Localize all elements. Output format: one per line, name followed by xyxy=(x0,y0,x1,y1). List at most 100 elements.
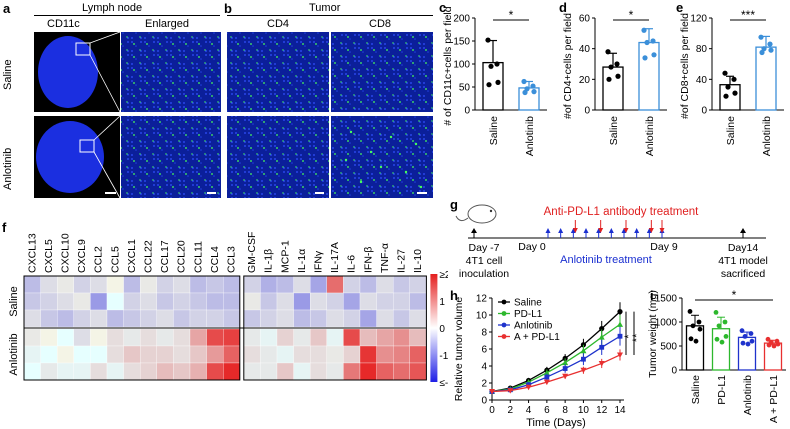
mouse-icon xyxy=(467,204,497,224)
heatmap-cell xyxy=(23,275,41,294)
anlotinib-dose-arrow-head-icon xyxy=(608,228,614,233)
heatmap-cell xyxy=(23,328,41,347)
heatmap-cell xyxy=(276,362,294,381)
legend-marker xyxy=(501,311,507,316)
heatmap-cell xyxy=(73,292,91,311)
tumor-anlotinib-cd4 xyxy=(227,116,329,198)
y-axis-label: # of CD11c+cells per field xyxy=(442,6,454,125)
data-point xyxy=(543,379,550,386)
chart-e: e 0 40 80 120#of CD8+cells per field Saline An… xyxy=(676,0,784,156)
series-line-anlotinib xyxy=(491,335,621,393)
x-axis-label: Time (Days) xyxy=(526,417,585,429)
bar-saline xyxy=(685,325,705,371)
y-tick-label: 0 xyxy=(584,106,590,117)
heatmap-cell xyxy=(173,345,191,364)
data-point xyxy=(693,338,699,344)
data-point xyxy=(644,39,650,46)
heatmap-cell xyxy=(243,275,261,294)
heatmap-cell xyxy=(156,309,174,328)
heatmap-cell xyxy=(223,309,240,328)
data-point xyxy=(765,336,771,342)
x-tick-label: Anlotinib xyxy=(742,375,754,415)
y-tick-label: 2 xyxy=(481,379,487,390)
heatmap-column-label: CCL3 xyxy=(226,246,238,273)
heatmap-cell xyxy=(140,328,157,347)
heatmap-cell xyxy=(106,292,124,311)
data-point xyxy=(580,347,587,354)
heatmap-cell xyxy=(140,292,157,311)
pdl1-dose-arrow-head-icon xyxy=(659,228,665,233)
heatmap-cell xyxy=(409,362,427,381)
x-tick-label: 8 xyxy=(562,405,568,416)
legend-marker xyxy=(501,334,507,339)
heatmap-cell xyxy=(343,328,361,347)
heatmap-cell xyxy=(57,275,74,294)
heatmap-cell xyxy=(123,328,141,347)
data-point xyxy=(723,334,729,339)
heatmap-cell xyxy=(343,275,361,294)
heatmap-cell xyxy=(260,345,278,364)
heatmap-cell xyxy=(123,362,141,381)
colorbar-tick-label: ≤-2 xyxy=(439,378,448,389)
y-axis-label: Relative tumor volume xyxy=(453,297,465,402)
x-tick-label: 14 xyxy=(614,405,626,416)
data-point xyxy=(608,64,614,70)
legend-label: A + PD-L1 xyxy=(514,332,560,343)
data-point xyxy=(766,342,772,348)
heatmap-cell xyxy=(223,292,240,311)
heatmap-cell xyxy=(376,292,394,311)
y-tick-label: 60 xyxy=(579,14,591,25)
heatmap-cell xyxy=(343,362,361,381)
mouse-eye-icon xyxy=(489,209,493,213)
anlotinib-dose-arrow-head-icon xyxy=(634,228,640,233)
data-point xyxy=(642,55,648,61)
anlotinib-dose-arrow-head-icon xyxy=(558,228,564,233)
anlotinib-dose-arrow-head-icon xyxy=(596,228,602,233)
day0-label: Day 0 xyxy=(518,241,546,253)
heatmap-cell xyxy=(393,345,410,364)
row-group-label: Anlotinib xyxy=(8,333,20,375)
heatmap-cell xyxy=(173,292,191,311)
heatmap-column-label: IFNγ xyxy=(313,250,325,273)
x-tick-label: A + PD-L1 xyxy=(768,375,780,423)
data-point xyxy=(713,310,719,315)
panel-letter-c: c xyxy=(439,0,446,15)
heatmap-cell xyxy=(73,275,91,294)
heatmap-cell xyxy=(206,309,224,328)
data-point xyxy=(486,82,492,88)
heatmap-cell xyxy=(106,309,124,328)
heatmap-cell xyxy=(73,309,91,328)
heatmap-cell xyxy=(206,328,224,347)
heatmap-cell xyxy=(376,328,394,347)
heatmap-cell xyxy=(40,309,58,328)
data-point xyxy=(562,366,568,371)
heatmap-cell xyxy=(223,345,240,364)
x-tick-label: Anlotinib xyxy=(524,116,536,156)
heatmap-cell xyxy=(276,275,294,294)
x-tick-label: 6 xyxy=(544,405,550,416)
heatmap-cell xyxy=(73,328,91,347)
data-point xyxy=(521,78,527,85)
y-axis-label: #of CD8+cells per field xyxy=(679,13,691,119)
colorbar-tick-label: -1 xyxy=(439,351,448,362)
data-point xyxy=(687,309,693,314)
heatmap-column-label: CXCL13 xyxy=(26,233,38,273)
colorbar-tick-label: 1 xyxy=(439,297,445,308)
x-tick-label: Saline xyxy=(725,116,737,145)
panel-b-letter: b xyxy=(224,1,232,16)
heatmap-column-label: IL-17A xyxy=(329,242,341,273)
heatmap-cell xyxy=(90,345,108,364)
heatmap-cell xyxy=(343,292,361,311)
heatmap-column-label: IL-1β xyxy=(263,249,275,273)
data-point xyxy=(745,341,751,347)
enlarged-col-label: Enlarged xyxy=(145,18,190,30)
data-point xyxy=(526,382,531,388)
heatmap-cell xyxy=(106,362,124,381)
day14-desc: sacrificed xyxy=(721,268,766,280)
heatmap-cell xyxy=(40,362,58,381)
heatmap-cell xyxy=(310,345,327,364)
heatmap-cell xyxy=(189,362,207,381)
significance-mark: ** xyxy=(631,333,643,342)
heatmap-column-label: IL-1α xyxy=(296,249,308,273)
x-tick-label: Saline xyxy=(608,116,620,145)
